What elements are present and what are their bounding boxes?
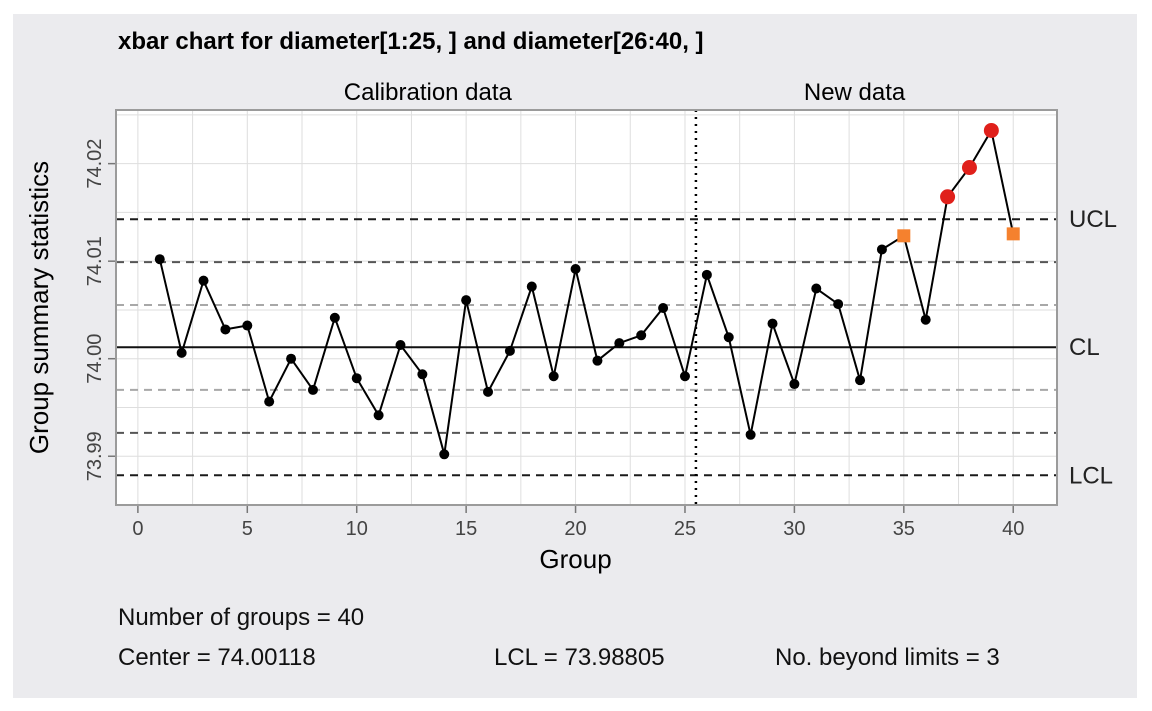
data-point xyxy=(636,330,647,341)
data-point xyxy=(679,371,690,382)
data-point xyxy=(855,375,866,386)
data-point xyxy=(745,429,756,440)
stat-center: Center = 74.00118 xyxy=(118,644,316,671)
x-axis-label: Group xyxy=(539,544,611,574)
data-point xyxy=(242,320,253,331)
data-point-warning xyxy=(1006,227,1020,241)
data-point xyxy=(920,314,931,325)
data-point xyxy=(701,269,712,280)
data-point xyxy=(723,332,734,343)
section-label-calibration: Calibration data xyxy=(344,79,513,106)
limit-label-ucl: UCL xyxy=(1069,206,1117,233)
limit-label-lcl: LCL xyxy=(1069,462,1113,489)
y-tick-label: 74.02 xyxy=(84,139,106,189)
stat-beyond-limits: No. beyond limits = 3 xyxy=(775,644,1000,671)
stat-number-of-groups: Number of groups = 40 xyxy=(118,604,365,631)
data-point xyxy=(548,371,559,382)
data-point xyxy=(176,347,187,358)
chart-title: xbar chart for diameter[1:25, ] and diam… xyxy=(118,28,704,55)
stat-lcl: LCL = 73.98805 xyxy=(494,644,665,671)
data-point xyxy=(220,324,231,335)
data-point xyxy=(351,373,362,384)
x-tick-label: 35 xyxy=(893,518,915,540)
data-point xyxy=(811,283,822,294)
data-point xyxy=(286,353,297,364)
section-label-new: New data xyxy=(804,79,906,106)
data-point xyxy=(570,263,581,274)
data-point-out-of-control xyxy=(940,189,956,205)
x-tick-label: 15 xyxy=(455,518,477,540)
plot-border xyxy=(115,109,1058,506)
data-point xyxy=(154,254,165,265)
data-point xyxy=(198,275,209,286)
data-point xyxy=(264,396,275,407)
data-point xyxy=(483,386,494,397)
series-line xyxy=(158,127,1015,455)
data-point xyxy=(526,281,537,292)
data-point xyxy=(329,312,340,323)
data-point xyxy=(439,449,450,460)
data-point xyxy=(833,299,844,310)
data-point-out-of-control xyxy=(961,160,977,176)
x-tick-label: 5 xyxy=(242,518,253,540)
data-point-out-of-control xyxy=(983,122,999,138)
x-tick-label: 0 xyxy=(132,518,143,540)
y-axis-label: Group summary statistics xyxy=(24,161,54,454)
plot-area xyxy=(116,110,1057,505)
x-tick-label: 40 xyxy=(1002,518,1024,540)
data-point xyxy=(658,302,669,313)
data-point xyxy=(614,338,625,349)
data-point xyxy=(876,244,887,255)
x-tick-label: 10 xyxy=(346,518,368,540)
data-point xyxy=(307,384,318,395)
x-tick-label: 30 xyxy=(783,518,805,540)
y-tick-label: 74.00 xyxy=(84,334,106,384)
limit-label-cl: CL xyxy=(1069,334,1100,361)
x-tick-label: 25 xyxy=(674,518,696,540)
data-point xyxy=(461,295,472,306)
data-point xyxy=(592,355,603,366)
data-point-warning xyxy=(897,229,911,243)
y-tick-label: 73.99 xyxy=(84,431,106,481)
data-point xyxy=(417,369,428,380)
data-point xyxy=(504,345,515,356)
chart-frame: xbar chart for diameter[1:25, ] and diam… xyxy=(13,14,1137,698)
data-point xyxy=(395,340,406,351)
data-point xyxy=(373,410,384,421)
y-tick-label: 74.01 xyxy=(84,236,106,286)
xbar-chart: xbar chart for diameter[1:25, ] and diam… xyxy=(24,28,1117,574)
x-tick-label: 20 xyxy=(564,518,586,540)
data-point xyxy=(767,318,778,329)
data-point xyxy=(789,379,800,390)
